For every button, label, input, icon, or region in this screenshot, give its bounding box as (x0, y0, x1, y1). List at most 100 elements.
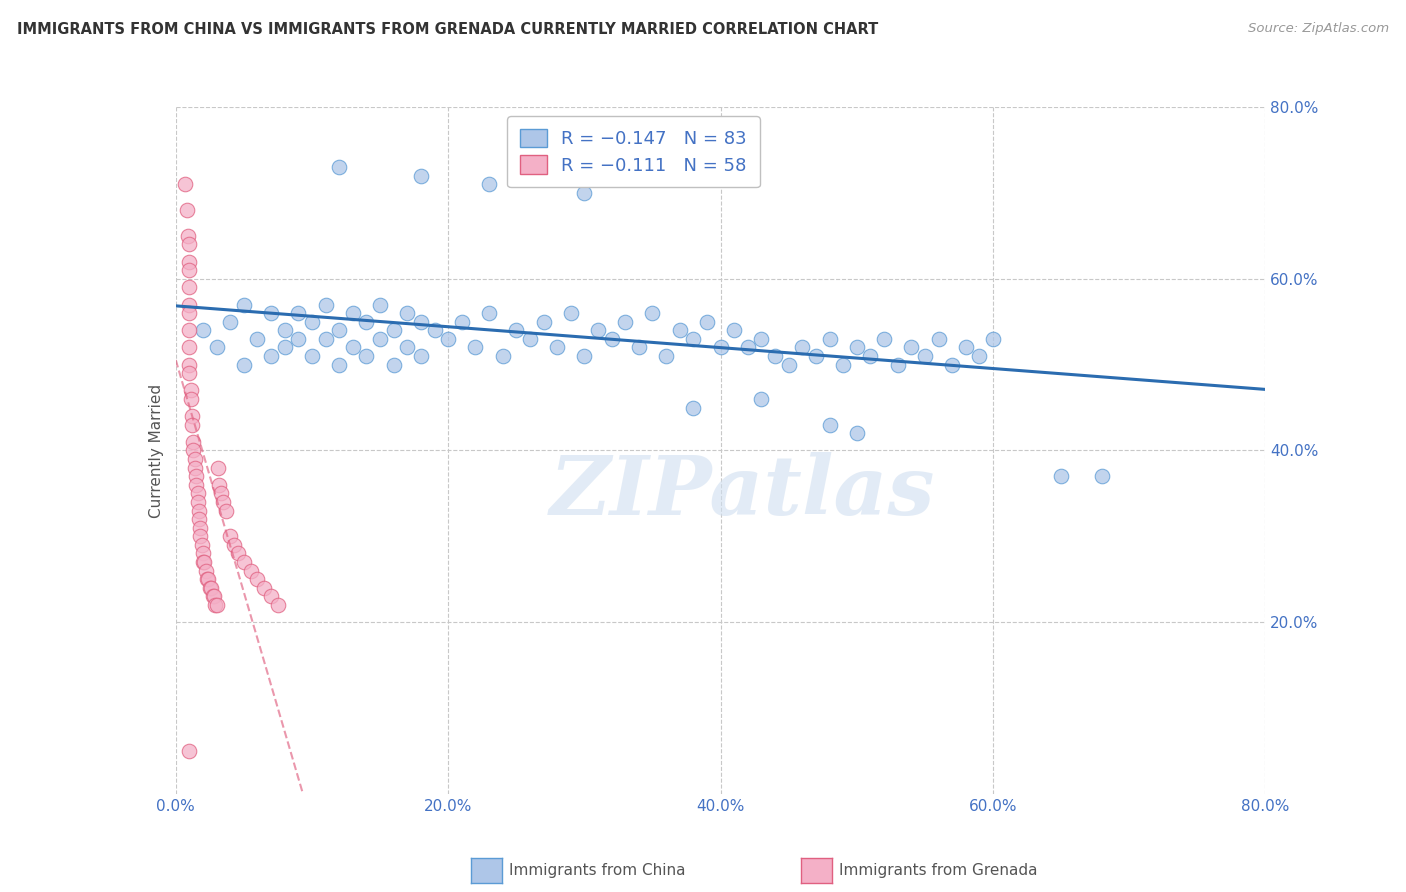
Point (198, 581, 221, 595)
Point (205, 340, 228, 354)
Point (207, 460, 229, 475)
Point (492, 349, 515, 363)
Point (219, 529, 242, 543)
Point (205, 598, 228, 612)
Point (215, 503, 238, 517)
Point (181, 409, 204, 423)
Point (315, 332, 337, 346)
Point (845, 426, 868, 441)
Point (560, 306, 582, 320)
Point (228, 546, 250, 561)
Point (184, 452, 207, 467)
Point (382, 323, 405, 337)
Point (450, 315, 472, 329)
Point (181, 417, 204, 432)
Point (478, 178, 501, 192)
Point (179, 358, 201, 372)
Point (301, 349, 323, 363)
Point (368, 332, 391, 346)
Point (859, 349, 882, 363)
Point (682, 401, 704, 415)
Point (1050, 469, 1073, 483)
Point (180, 392, 202, 406)
Point (195, 572, 218, 586)
Y-axis label: Currently Married: Currently Married (149, 384, 165, 517)
Point (409, 315, 432, 329)
Point (179, 254, 201, 268)
Point (818, 332, 841, 346)
Point (201, 590, 224, 604)
Point (200, 581, 222, 595)
Point (763, 349, 786, 363)
Point (179, 340, 201, 354)
Point (737, 340, 759, 354)
Point (183, 434, 205, 449)
Legend: R = −0.147   N = 83, R = −0.111   N = 58: R = −0.147 N = 83, R = −0.111 N = 58 (508, 116, 759, 187)
Point (614, 315, 637, 329)
Point (818, 417, 841, 432)
Point (183, 443, 205, 458)
Point (586, 323, 609, 337)
Point (315, 297, 337, 311)
Point (342, 340, 364, 354)
Point (232, 297, 254, 311)
Point (1091, 469, 1114, 483)
Point (232, 358, 254, 372)
Point (832, 358, 855, 372)
Point (186, 495, 209, 509)
Point (179, 280, 201, 294)
Point (328, 160, 350, 174)
Point (533, 315, 555, 329)
Point (627, 340, 650, 354)
Text: IMMIGRANTS FROM CHINA VS IMMIGRANTS FROM GRENADA CURRENTLY MARRIED CORRELATION C: IMMIGRANTS FROM CHINA VS IMMIGRANTS FROM… (17, 22, 879, 37)
Point (179, 306, 201, 320)
Point (409, 349, 432, 363)
Point (179, 237, 201, 252)
Point (464, 340, 486, 354)
Point (204, 598, 226, 612)
Point (804, 349, 827, 363)
Point (778, 358, 800, 372)
Point (188, 521, 211, 535)
Point (301, 315, 323, 329)
Point (342, 306, 364, 320)
Point (845, 340, 868, 354)
Point (191, 323, 214, 337)
Point (177, 228, 200, 243)
Point (179, 297, 201, 311)
Point (437, 332, 460, 346)
Point (172, 74, 194, 88)
Point (928, 332, 950, 346)
Point (174, 178, 197, 192)
Point (208, 478, 231, 492)
Text: ZIPatlas: ZIPatlas (550, 451, 935, 532)
Point (176, 202, 198, 217)
Point (682, 332, 704, 346)
Point (600, 332, 623, 346)
Point (224, 538, 246, 552)
Point (328, 323, 350, 337)
Point (179, 263, 201, 277)
Point (287, 306, 309, 320)
Point (197, 572, 219, 586)
Point (260, 590, 283, 604)
Point (232, 555, 254, 569)
Point (184, 460, 207, 475)
Point (955, 340, 977, 354)
Point (212, 495, 235, 509)
Point (260, 306, 283, 320)
Point (202, 590, 225, 604)
Point (194, 564, 217, 578)
Point (179, 744, 201, 758)
Point (886, 358, 908, 372)
Point (186, 478, 208, 492)
Point (253, 581, 276, 595)
Point (396, 306, 419, 320)
Point (179, 366, 201, 380)
Point (260, 349, 283, 363)
Point (941, 358, 963, 372)
Point (186, 486, 209, 500)
Point (219, 315, 242, 329)
Point (356, 349, 378, 363)
Point (246, 332, 269, 346)
